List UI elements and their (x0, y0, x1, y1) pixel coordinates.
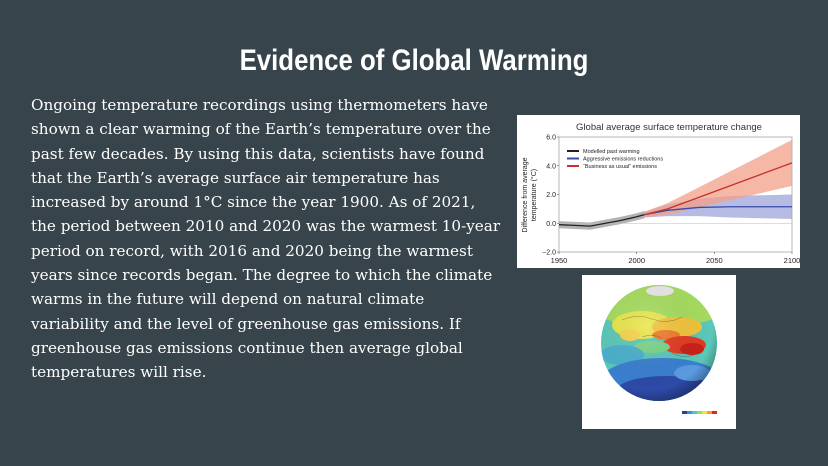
legend-label: “Business as usual” emissions (583, 164, 657, 170)
series-band-2 (644, 139, 792, 218)
y-tick-label: 2.0 (546, 192, 556, 199)
y-axis-label: Difference from average temperature (°C) (522, 157, 538, 232)
series-line-2 (644, 162, 793, 216)
colorbar-swatch (707, 411, 712, 414)
series-line-0 (558, 213, 645, 227)
colorbar-swatch (697, 411, 702, 414)
y-tick-label: −2.0 (542, 250, 556, 257)
globe-shading (601, 285, 717, 401)
globe-temperature-map (582, 275, 736, 429)
colorbar-swatch (687, 411, 692, 414)
slide-paragraph: Ongoing temperature recordings using the… (31, 96, 501, 382)
y-tick-label: 4.0 (546, 163, 556, 170)
chart-title: Global average surface temperature chang… (576, 122, 762, 133)
y-axis-label-line2: temperature (°C) (530, 169, 538, 221)
x-tick-label: 2050 (706, 256, 723, 265)
x-tick-label: 1950 (551, 256, 568, 265)
colorbar-swatch (692, 411, 697, 414)
temperature-chart: Global average surface temperature chang… (517, 115, 800, 268)
y-axis-label-line1: Difference from average (522, 157, 529, 232)
colorbar-swatch (702, 411, 707, 414)
colorbar-swatch (712, 411, 717, 414)
y-tick-label: 0.0 (546, 221, 556, 228)
colorbar-swatch (682, 411, 687, 414)
chart-legend: Modelled past warming Aggressive emission… (567, 149, 663, 170)
temperature-chart-svg: Global average surface temperature chang… (522, 122, 800, 265)
series-band-0 (559, 211, 645, 230)
series-line-1 (644, 206, 792, 216)
x-tick-label: 2100 (784, 256, 800, 265)
legend-label: Aggressive emissions reductions (583, 157, 663, 163)
globe-svg (601, 285, 717, 414)
legend-label: Modelled past warming (583, 149, 640, 155)
y-tick-label: 6.0 (546, 135, 556, 142)
x-tick-label: 2000 (628, 256, 645, 265)
globe-colorbar (682, 411, 717, 414)
slide-title: Evidence of Global Warming (239, 44, 589, 77)
